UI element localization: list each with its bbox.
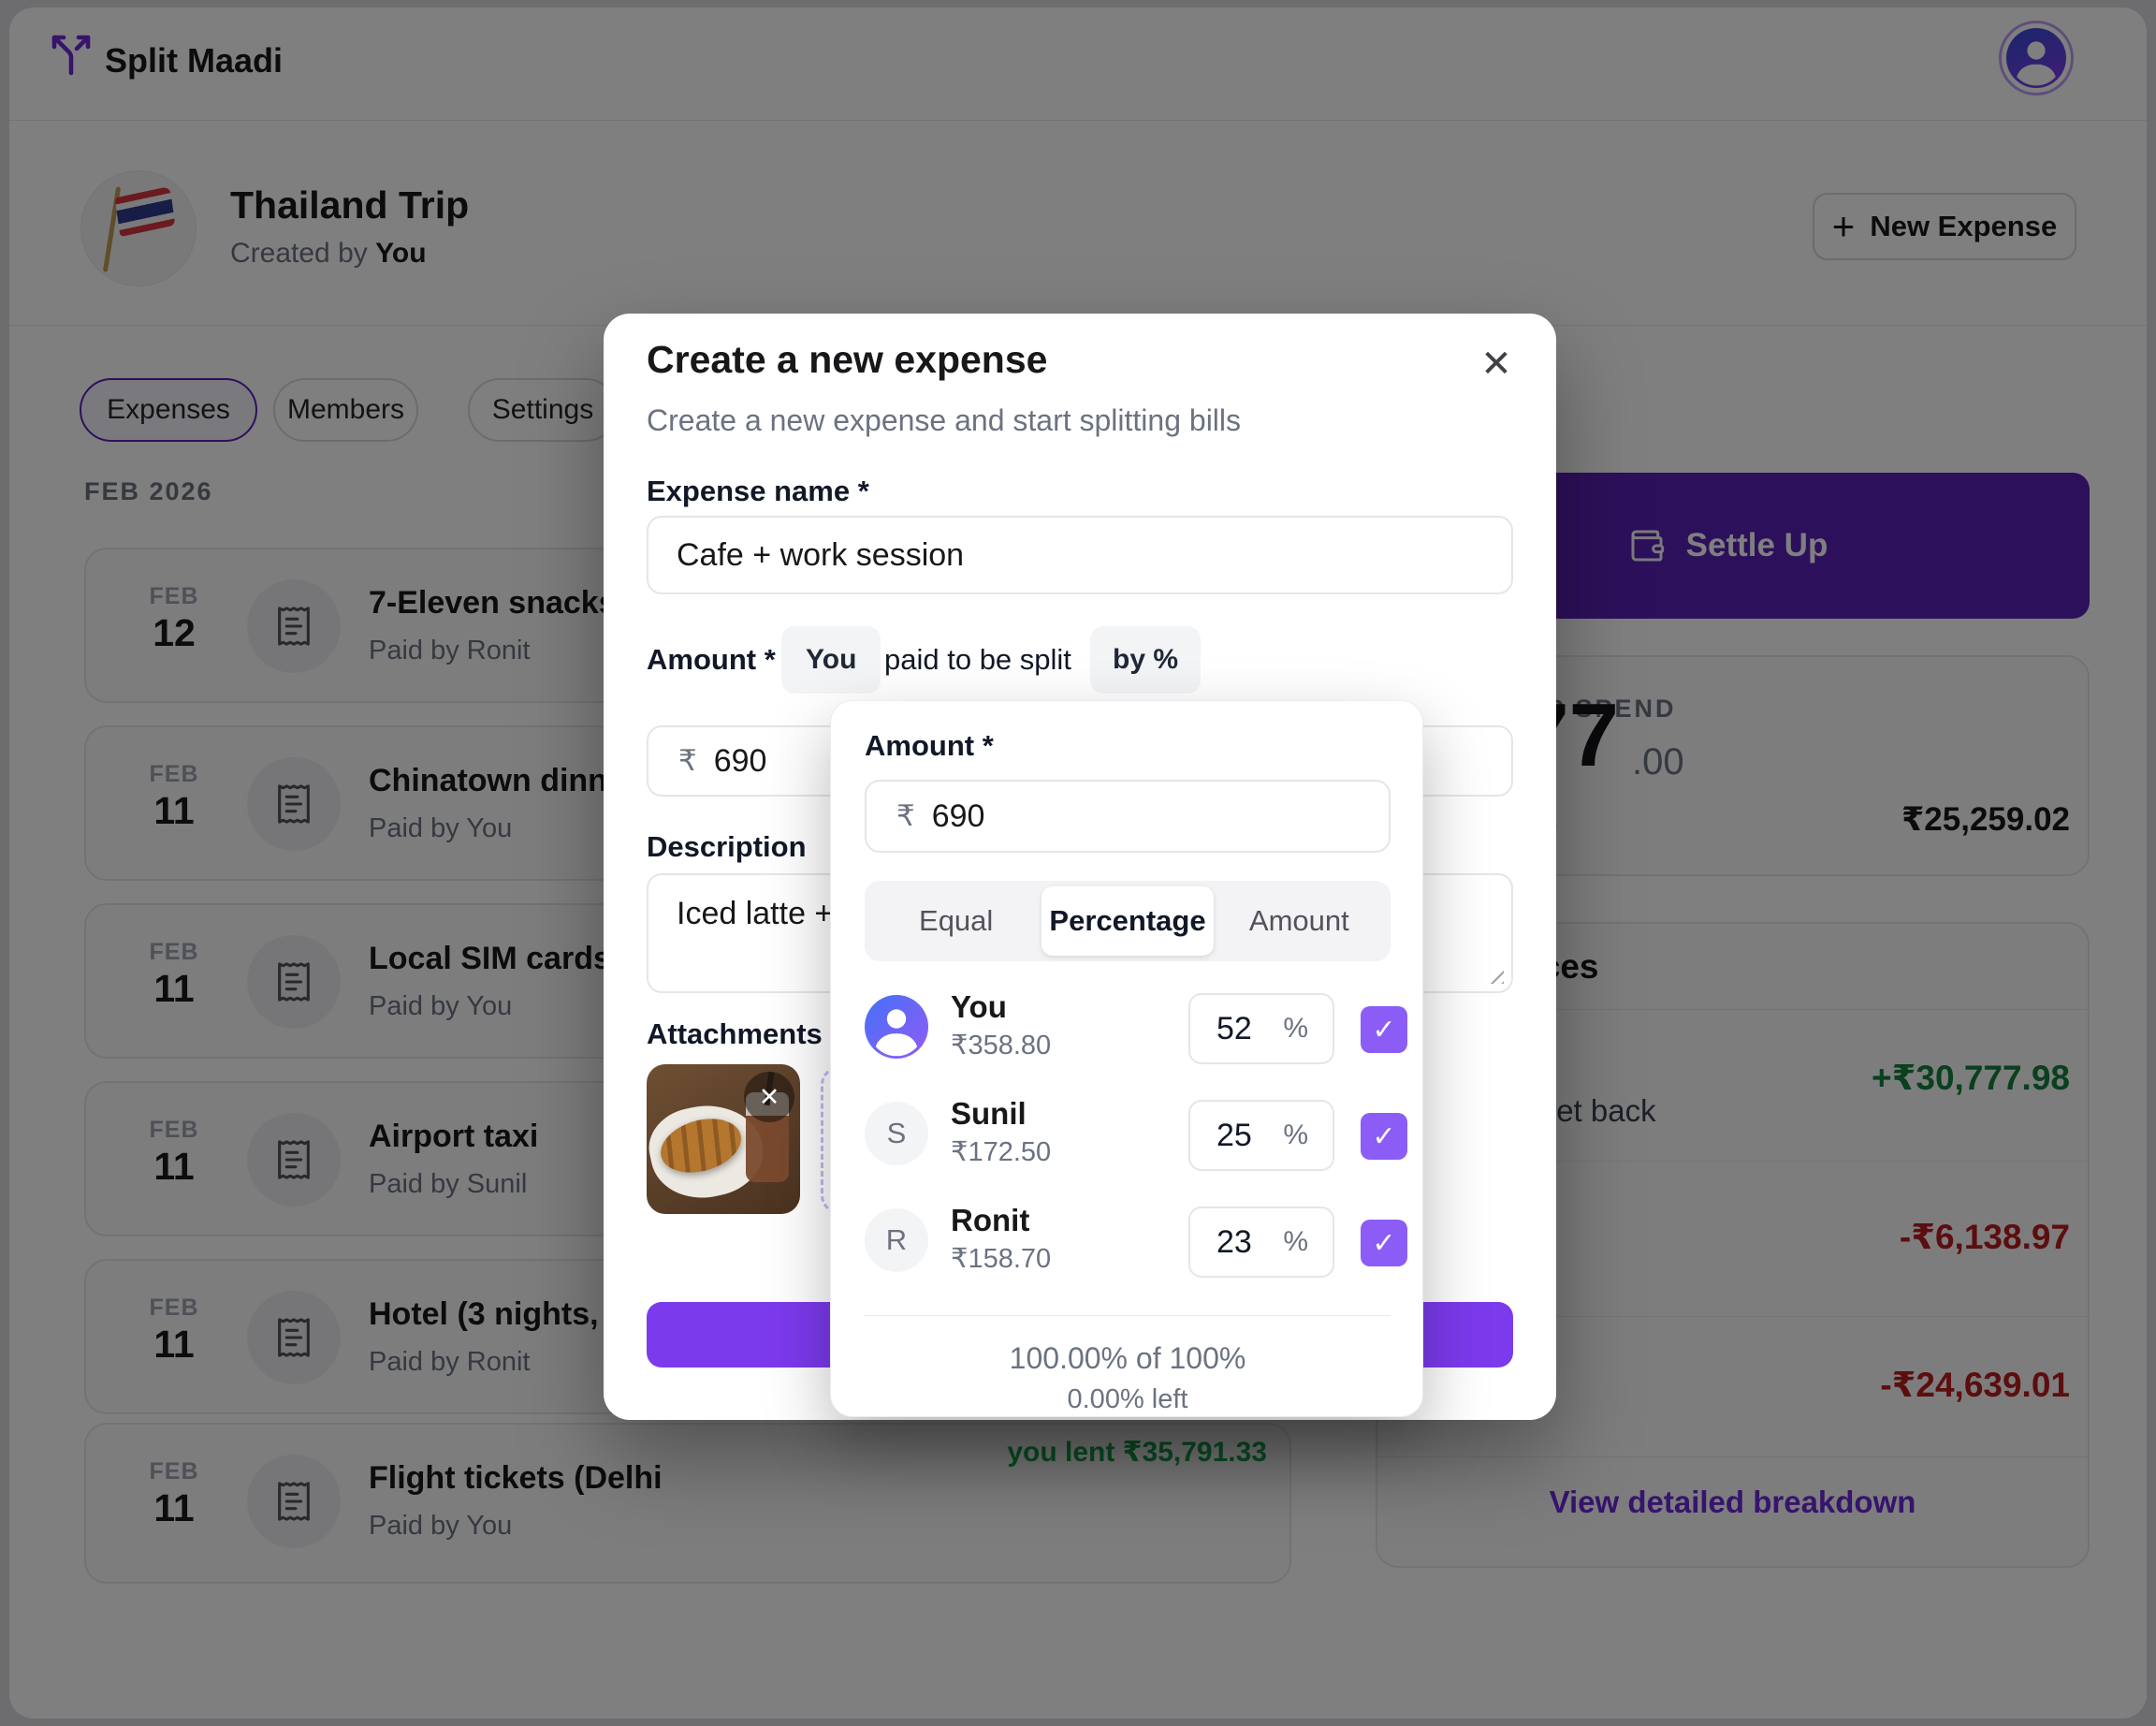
- check-icon: ✓: [1372, 1120, 1396, 1152]
- percent-input[interactable]: 23 %: [1188, 1207, 1334, 1278]
- percent-value: 25: [1216, 1117, 1252, 1153]
- modal-title: Create a new expense: [647, 338, 1048, 381]
- segment-percentage[interactable]: Percentage: [1042, 886, 1214, 956]
- percent-unit: %: [1283, 1119, 1308, 1150]
- member-checkbox[interactable]: ✓: [1361, 1220, 1407, 1266]
- member-share: ₹172.50: [951, 1137, 1052, 1167]
- check-icon: ✓: [1372, 1227, 1396, 1259]
- segment-amount-label: Amount: [1248, 904, 1349, 937]
- percent-input[interactable]: 52 %: [1188, 993, 1334, 1064]
- person-icon: [875, 1009, 918, 1057]
- amount-value: 690: [713, 742, 767, 779]
- segment-amount[interactable]: Amount: [1214, 886, 1385, 956]
- member-avatar: R: [865, 1208, 928, 1272]
- member-initial: R: [885, 1223, 908, 1256]
- split-mode-segmented-control: Equal Percentage Amount: [865, 881, 1391, 961]
- description-label: Description: [647, 830, 807, 863]
- split-mode-chip[interactable]: by %: [1090, 626, 1202, 694]
- percent-unit: %: [1283, 1013, 1308, 1044]
- member-name: Sunil: [951, 1096, 1027, 1131]
- member-checkbox[interactable]: ✓: [1361, 1113, 1407, 1160]
- member-name: Ronit: [951, 1203, 1030, 1237]
- expense-name-value: Cafe + work session: [677, 536, 965, 573]
- expense-name-input[interactable]: Cafe + work session: [647, 516, 1513, 594]
- payer-chip-label: You: [806, 644, 857, 675]
- amount-label: Amount *: [647, 643, 776, 676]
- rupee-icon: ₹: [896, 799, 915, 832]
- member-avatar: S: [865, 1102, 928, 1165]
- popover-divider: [865, 1315, 1391, 1316]
- split-popover: Amount * ₹ 690 Equal Percentage Amount Y…: [830, 700, 1423, 1417]
- expense-name-label: Expense name *: [647, 475, 869, 507]
- attachments-label: Attachments: [647, 1017, 823, 1050]
- close-icon[interactable]: ✕: [1480, 344, 1512, 385]
- payer-chip[interactable]: You: [781, 626, 881, 694]
- member-initial: S: [886, 1117, 907, 1149]
- percent-total-line: 100.00% of 100%: [1009, 1341, 1246, 1375]
- popover-amount-value: 690: [931, 797, 985, 834]
- member-checkbox[interactable]: ✓: [1361, 1006, 1407, 1053]
- check-icon: ✓: [1372, 1014, 1396, 1046]
- description-value: Iced latte + c: [677, 896, 858, 931]
- member-name: You: [951, 989, 1007, 1024]
- remove-attachment-button[interactable]: ✕: [744, 1072, 794, 1122]
- split-mode-label: by %: [1113, 644, 1179, 675]
- modal-subtitle: Create a new expense and start splitting…: [647, 403, 1242, 437]
- member-avatar: [865, 995, 928, 1059]
- percent-value: 23: [1216, 1223, 1252, 1260]
- split-text: paid to be split: [884, 643, 1071, 676]
- percent-left-line: 0.00% left: [1067, 1384, 1188, 1414]
- segment-equal[interactable]: Equal: [870, 886, 1042, 956]
- member-share: ₹158.70: [951, 1244, 1052, 1274]
- segment-percentage-label: Percentage: [1049, 904, 1206, 937]
- resize-grip-icon[interactable]: [1485, 965, 1504, 984]
- popover-amount-input[interactable]: ₹ 690: [865, 780, 1391, 853]
- percent-value: 52: [1216, 1010, 1252, 1046]
- close-icon: ✕: [758, 1082, 780, 1111]
- percent-input[interactable]: 25 %: [1188, 1100, 1334, 1171]
- segment-equal-label: Equal: [919, 904, 994, 937]
- rupee-icon: ₹: [678, 744, 697, 777]
- percent-unit: %: [1283, 1226, 1308, 1257]
- member-share: ₹358.80: [951, 1031, 1052, 1060]
- popover-amount-label: Amount *: [865, 729, 994, 762]
